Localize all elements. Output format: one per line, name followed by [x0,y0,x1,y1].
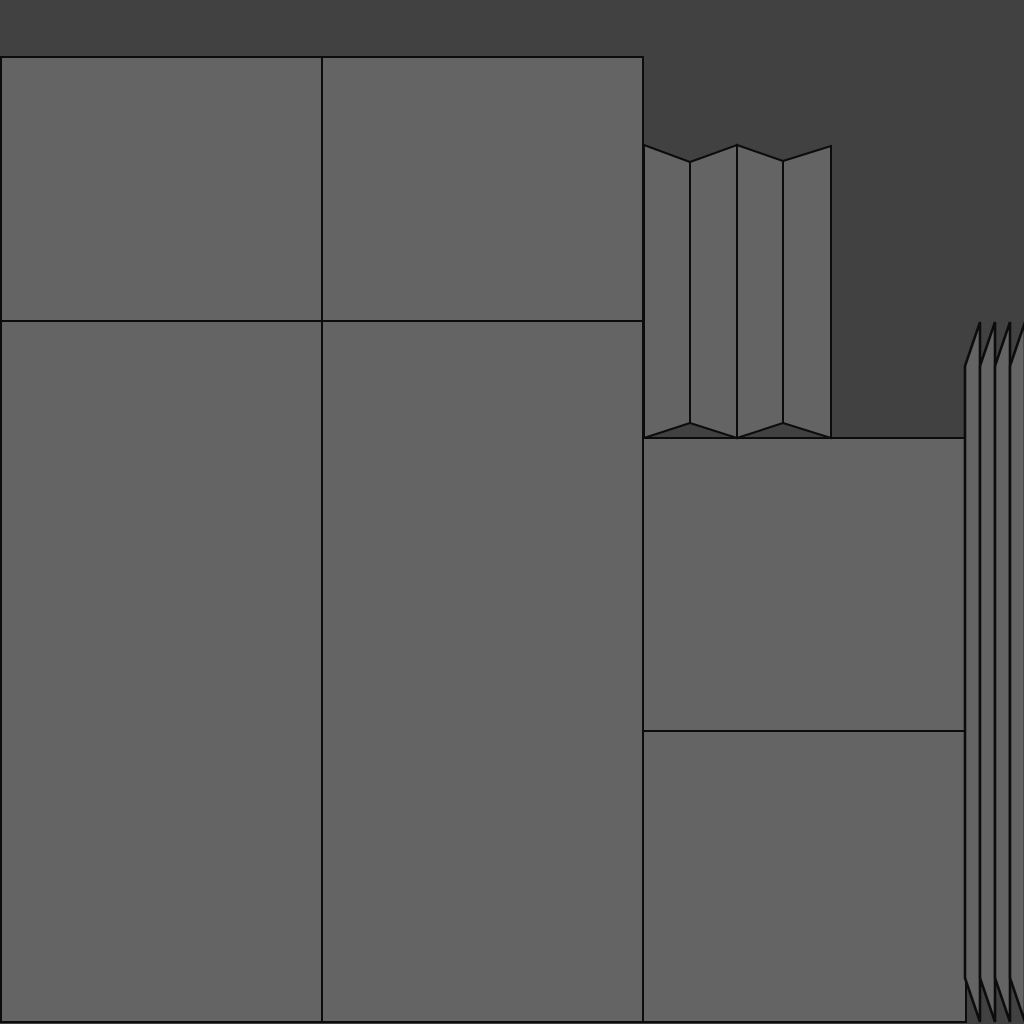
fold-strip-1[interactable] [963,321,982,1023]
quad-top-center[interactable] [321,56,644,322]
quad-right-bottom[interactable] [642,730,967,1023]
fold-panel-2[interactable] [689,143,738,440]
fold-panel-1[interactable] [643,143,691,440]
fold-strip-4[interactable] [1008,321,1024,1023]
fold-strip-3[interactable] [993,321,1012,1023]
fold-panel-3[interactable] [736,143,784,440]
quad-right-center[interactable] [642,437,967,732]
quad-bottom-left[interactable] [0,320,323,1023]
quad-top-left[interactable] [0,56,323,322]
fold-panel-4[interactable] [782,144,832,440]
fold-strip-2[interactable] [978,321,997,1023]
quad-bottom-center[interactable] [321,320,644,1023]
